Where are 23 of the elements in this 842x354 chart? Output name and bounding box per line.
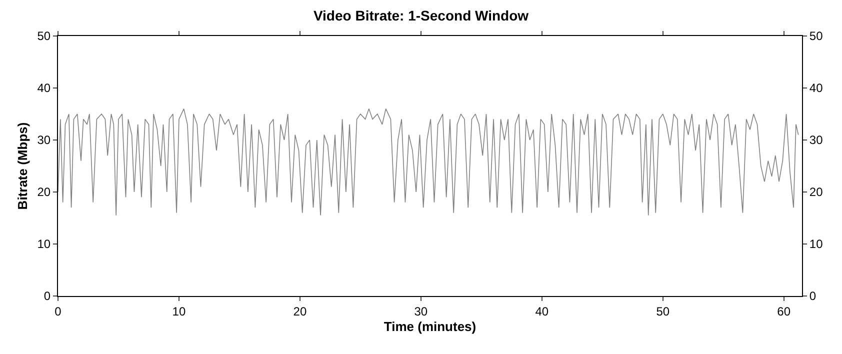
y2-tick-label: 40 <box>809 81 824 96</box>
y2-tick-label: 10 <box>809 237 824 252</box>
x-tick-label: 30 <box>414 304 428 318</box>
y-tick-label: 30 <box>37 133 51 148</box>
x-tick-label: 60 <box>777 304 791 318</box>
y-axis-title: Bitrate (Mbps) <box>15 122 30 210</box>
y-tick-label: 0 <box>44 289 51 304</box>
y-tick-label: 50 <box>37 29 51 44</box>
y2-tick-label: 0 <box>809 289 816 304</box>
x-tick-label: 50 <box>656 304 670 318</box>
x-tick-label: 20 <box>293 304 307 318</box>
x-tick-label: 0 <box>54 304 62 318</box>
x-axis-title: Time (minutes) <box>384 319 476 334</box>
x-tick-label: 40 <box>535 304 549 318</box>
line-series <box>58 108 799 216</box>
y2-tick-label: 50 <box>809 29 824 44</box>
y-tick-label: 20 <box>37 185 51 200</box>
chart-title: Video Bitrate: 1-Second Window <box>313 7 529 24</box>
y2-tick-label: 30 <box>809 133 824 148</box>
x-tick-label: 10 <box>172 304 186 318</box>
y-tick-label: 40 <box>37 81 51 96</box>
y2-tick-label: 20 <box>809 185 824 200</box>
y-tick-label: 10 <box>37 237 51 252</box>
